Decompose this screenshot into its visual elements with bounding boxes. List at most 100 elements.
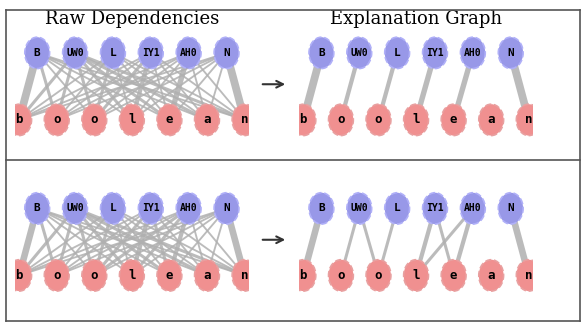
Ellipse shape (138, 37, 163, 69)
Ellipse shape (347, 193, 372, 224)
Ellipse shape (309, 37, 334, 69)
Text: L: L (110, 203, 116, 214)
Ellipse shape (423, 37, 447, 69)
Text: l: l (128, 269, 135, 282)
Ellipse shape (366, 260, 391, 291)
Text: b: b (299, 113, 307, 126)
Text: l: l (413, 269, 420, 282)
Ellipse shape (461, 193, 485, 224)
Ellipse shape (291, 104, 316, 135)
Text: b: b (15, 269, 23, 282)
Ellipse shape (25, 37, 50, 69)
Ellipse shape (404, 260, 428, 291)
Text: B: B (318, 203, 325, 214)
Text: N: N (507, 48, 514, 58)
Text: Raw Dependencies: Raw Dependencies (45, 10, 219, 28)
Text: n: n (525, 269, 533, 282)
Text: o: o (90, 113, 98, 126)
Ellipse shape (404, 104, 428, 135)
Ellipse shape (366, 104, 391, 135)
Ellipse shape (195, 104, 219, 135)
Ellipse shape (214, 37, 239, 69)
Text: IY1: IY1 (142, 203, 159, 214)
Ellipse shape (157, 260, 182, 291)
Ellipse shape (461, 37, 485, 69)
Text: o: o (337, 113, 345, 126)
Ellipse shape (63, 37, 87, 69)
Ellipse shape (329, 260, 353, 291)
Ellipse shape (82, 260, 107, 291)
Ellipse shape (157, 104, 182, 135)
Text: IY1: IY1 (142, 48, 159, 58)
Ellipse shape (101, 193, 125, 224)
Text: o: o (337, 269, 345, 282)
Ellipse shape (441, 260, 466, 291)
Ellipse shape (195, 260, 219, 291)
Text: a: a (488, 269, 495, 282)
Ellipse shape (479, 104, 503, 135)
Text: n: n (241, 113, 248, 126)
Text: a: a (488, 113, 495, 126)
Text: o: o (53, 113, 60, 126)
Text: l: l (128, 113, 135, 126)
Text: e: e (166, 113, 173, 126)
Text: e: e (166, 269, 173, 282)
Text: e: e (450, 113, 458, 126)
Ellipse shape (176, 193, 201, 224)
Ellipse shape (120, 104, 144, 135)
Ellipse shape (347, 37, 372, 69)
Text: a: a (203, 113, 211, 126)
Text: Explanation Graph: Explanation Graph (330, 10, 502, 28)
Ellipse shape (214, 193, 239, 224)
Text: a: a (203, 269, 211, 282)
Text: AH0: AH0 (180, 203, 197, 214)
Text: o: o (90, 269, 98, 282)
Text: e: e (450, 269, 458, 282)
Text: o: o (53, 269, 60, 282)
Ellipse shape (498, 37, 523, 69)
Ellipse shape (329, 104, 353, 135)
Text: UW0: UW0 (66, 48, 84, 58)
Ellipse shape (82, 104, 107, 135)
Text: UW0: UW0 (66, 203, 84, 214)
Text: IY1: IY1 (426, 203, 444, 214)
Ellipse shape (291, 260, 316, 291)
Text: o: o (374, 269, 382, 282)
Ellipse shape (232, 104, 257, 135)
Text: UW0: UW0 (350, 48, 368, 58)
Text: AH0: AH0 (464, 203, 482, 214)
Ellipse shape (385, 193, 410, 224)
Ellipse shape (516, 260, 541, 291)
Text: L: L (394, 48, 400, 58)
Ellipse shape (479, 260, 503, 291)
Ellipse shape (516, 104, 541, 135)
Text: N: N (223, 48, 230, 58)
Ellipse shape (101, 37, 125, 69)
Text: L: L (394, 203, 400, 214)
Text: B: B (34, 203, 40, 214)
Text: l: l (413, 113, 420, 126)
Ellipse shape (176, 37, 201, 69)
Ellipse shape (7, 104, 32, 135)
Text: b: b (15, 113, 23, 126)
Text: AH0: AH0 (464, 48, 482, 58)
Ellipse shape (45, 104, 69, 135)
Ellipse shape (7, 260, 32, 291)
Ellipse shape (25, 193, 50, 224)
Ellipse shape (498, 193, 523, 224)
Text: b: b (299, 269, 307, 282)
Text: UW0: UW0 (350, 203, 368, 214)
Ellipse shape (120, 260, 144, 291)
Ellipse shape (232, 260, 257, 291)
Text: AH0: AH0 (180, 48, 197, 58)
Text: n: n (241, 269, 248, 282)
Text: N: N (507, 203, 514, 214)
Text: n: n (525, 113, 533, 126)
Text: IY1: IY1 (426, 48, 444, 58)
Text: L: L (110, 48, 116, 58)
Text: N: N (223, 203, 230, 214)
Ellipse shape (385, 37, 410, 69)
Ellipse shape (309, 193, 334, 224)
Ellipse shape (138, 193, 163, 224)
Ellipse shape (423, 193, 447, 224)
